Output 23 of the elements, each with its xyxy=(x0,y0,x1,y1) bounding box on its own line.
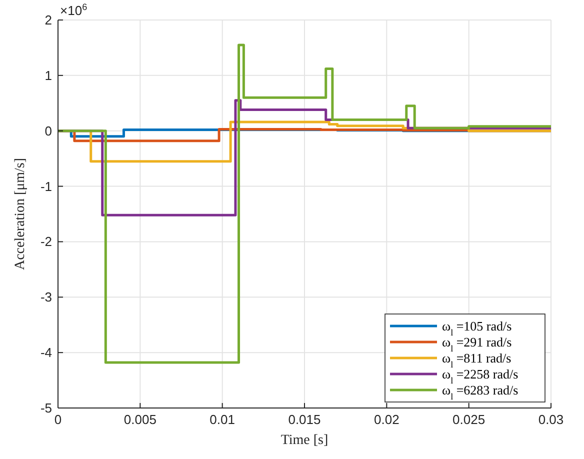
x-tick-label: 0.03 xyxy=(538,412,564,427)
y-tick-label: 1 xyxy=(44,68,52,83)
y-tick-label: -5 xyxy=(40,400,52,416)
x-tick-label: 0.01 xyxy=(210,412,235,427)
y-tick-label: -4 xyxy=(40,345,52,360)
x-axis-title: Time [s] xyxy=(280,433,328,448)
y-tick-label: 0 xyxy=(44,123,52,138)
y-tick-label: -1 xyxy=(40,178,52,194)
x-tick-label: 0.015 xyxy=(288,412,321,427)
x-tick-label: 0.025 xyxy=(452,412,486,427)
x-tick-label: 0.005 xyxy=(124,412,156,427)
text: ×10$^{6}$ xyxy=(60,2,88,18)
legend-label: ω$_{l}$ =2258 rad/s xyxy=(442,366,518,386)
legend-label: ω$_{l}$ =105 rad/s xyxy=(442,318,512,338)
y-tick-label: -2 xyxy=(40,234,52,250)
y-axis-title: Acceleration [μm/s] xyxy=(13,158,28,270)
y-tick-label: 2 xyxy=(44,12,52,28)
x-tick-label: 0.02 xyxy=(374,412,400,427)
legend-label: ω$_{l}$ =6283 rad/s xyxy=(442,382,518,402)
legend-label: ω$_{l}$ =291 rad/s xyxy=(442,334,512,354)
legend-label: ω$_{l}$ =811 rad/s xyxy=(442,350,512,370)
x-tick-label: 0 xyxy=(54,412,62,427)
y-tick-label: -3 xyxy=(40,290,52,305)
